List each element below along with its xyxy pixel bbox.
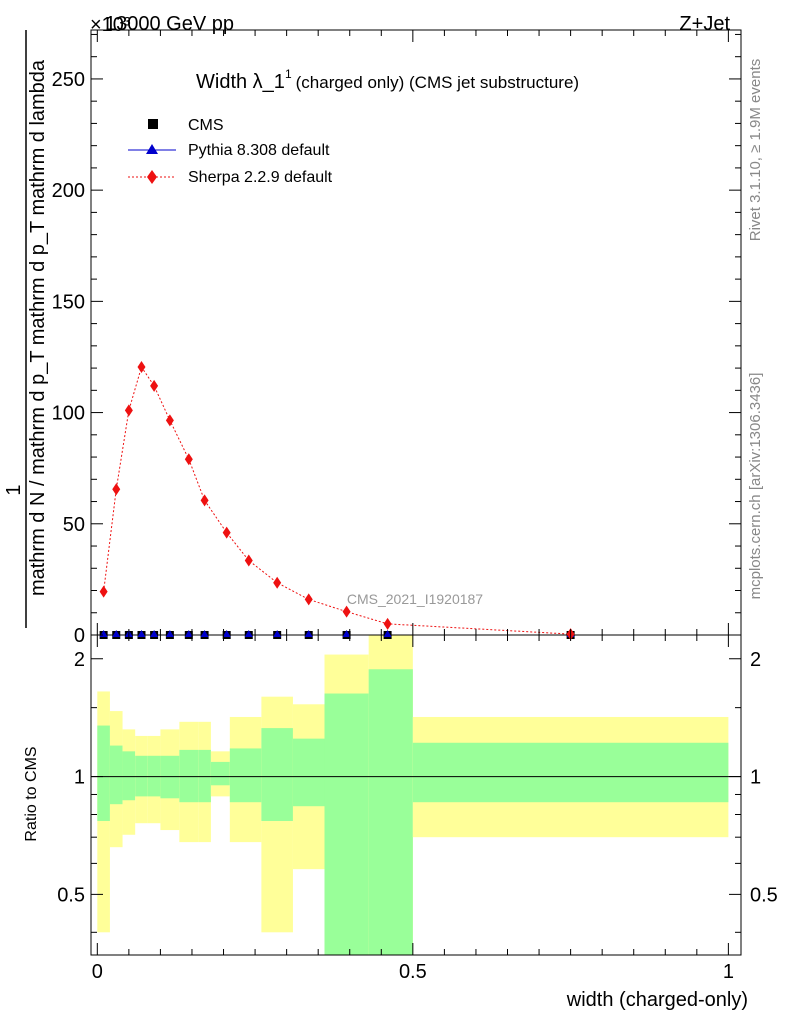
ratio-y-tick-label-right: 2: [750, 649, 761, 671]
x-tick-label: 0.5: [399, 961, 427, 983]
pythia-point: [273, 630, 282, 637]
pythia-point: [112, 630, 121, 637]
legend-label-cms: CMS: [188, 117, 224, 134]
mcplots-label: mcplots.cern.ch [arXiv:1306.3436]: [747, 373, 764, 600]
pythia-point: [342, 630, 351, 637]
rivet-label: Rivet 3.1.10, ≥ 1.9M events: [747, 59, 764, 242]
main-title-text: Width λ_1: [196, 71, 285, 93]
header-energy: 13000 GeV pp: [105, 13, 234, 35]
ratio-band-inner: [261, 728, 293, 821]
plot-frames: [90, 29, 742, 956]
ratio-y-tick-label-right: 1: [750, 767, 761, 789]
ratio-band-inner: [179, 749, 199, 803]
pythia-point: [304, 630, 313, 637]
main-title: Width λ_11 (charged only) (CMS jet substr…: [196, 67, 579, 93]
sherpa-point: [99, 585, 108, 598]
pythia-point: [150, 630, 159, 637]
sherpa-point: [342, 605, 351, 618]
ratio-y-tick-label: 0.5: [57, 884, 85, 906]
main-y-tick-label: 100: [52, 403, 85, 425]
pythia-point: [184, 630, 193, 637]
ratio-band-inner: [97, 725, 110, 821]
main-y-tick-label: 50: [63, 514, 85, 536]
ratio-y-tick-label: 1: [74, 767, 85, 789]
main-y-tick-label: 250: [52, 69, 85, 91]
ratio-y-tick-label: 2: [74, 649, 85, 671]
legend-marker-pythia: [146, 144, 158, 154]
legend-label-sherpa: Sherpa 2.2.9 default: [188, 169, 333, 186]
sherpa-point: [273, 576, 282, 589]
ratio-band-inner: [292, 738, 325, 807]
legend-label-pythia: Pythia 8.308 default: [188, 142, 330, 159]
pythia-point: [244, 630, 253, 637]
main-title-superscript: 1: [285, 67, 292, 81]
analysis-label: CMS_2021_I1920187: [347, 591, 483, 607]
sherpa-point: [222, 526, 231, 539]
sherpa-point: [112, 483, 121, 496]
y-axis-label-numerator: 1: [3, 484, 25, 495]
sherpa-point: [137, 360, 146, 373]
y-axis-label-denominator: mathrm d N / mathrm d p_T mathrm d p_T m…: [27, 59, 49, 596]
main-y-tick-label: 200: [52, 180, 85, 202]
main-title-subtitle: (charged only) (CMS jet substructure): [296, 73, 579, 92]
ratio-band-inner: [210, 761, 230, 786]
ratio-y-axis-label: Ratio to CMS: [23, 746, 40, 841]
sherpa-point: [383, 617, 392, 630]
ratio-band-inner: [122, 751, 136, 801]
legend: CMS Pythia 8.308 default Sherpa 2.2.9 de…: [128, 117, 333, 186]
legend-marker-cms: [148, 119, 158, 129]
main-y-tick-label: 150: [52, 291, 85, 313]
pythia-point: [383, 630, 392, 637]
ratio-band-inner: [368, 669, 413, 955]
pythia-point: [222, 630, 231, 637]
sherpa-point: [150, 379, 159, 392]
ratio-band-inner: [229, 748, 262, 803]
ratio-uncertainty-bands: [91, 635, 741, 955]
sherpa-point: [304, 593, 313, 606]
ratio-band-inner: [198, 749, 211, 803]
pythia-point: [200, 630, 209, 637]
pythia-point: [165, 630, 174, 637]
sherpa-point: [124, 404, 133, 417]
pythia-point: [137, 630, 146, 637]
series-layer: [99, 360, 575, 641]
ratio-band-inner: [324, 693, 369, 955]
sherpa-line: [103, 365, 571, 635]
y-axis-label: 1 mathrm d N / mathrm d p_T mathrm d p_T…: [3, 30, 49, 628]
sherpa-point: [200, 494, 209, 507]
legend-marker-sherpa: [147, 170, 157, 184]
header-exponent: ×10³: [90, 14, 131, 36]
main-y-tick-label: 0: [74, 625, 85, 647]
x-tick-label: 0: [92, 961, 103, 983]
ratio-band-inner: [412, 742, 729, 803]
x-axis-label: width (charged-only): [566, 989, 748, 1011]
ratio-plot-frame: [90, 634, 742, 956]
x-tick-label: 1: [723, 961, 734, 983]
ratio-y-tick-label-right: 0.5: [750, 884, 778, 906]
sherpa-point: [165, 414, 174, 427]
header-process: Z+Jet: [679, 13, 730, 35]
sherpa-point: [184, 453, 193, 466]
ratio-band-inner: [109, 745, 123, 805]
sherpa-point: [244, 554, 253, 567]
